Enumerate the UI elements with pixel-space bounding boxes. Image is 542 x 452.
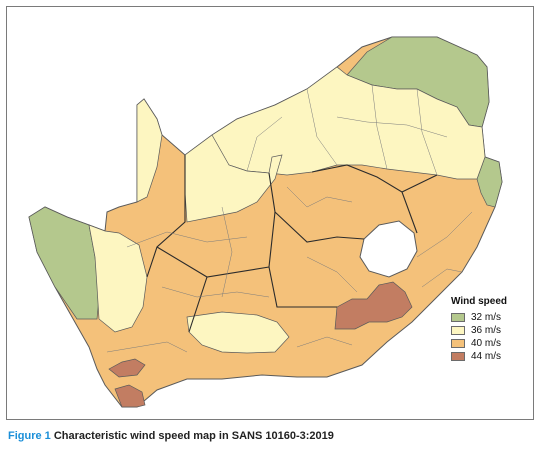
legend-label: 40 m/s [471, 337, 502, 349]
map-legend: Wind speed 32 m/s 36 m/s 40 m/s 44 m/s [451, 296, 533, 363]
legend-item: 40 m/s [451, 337, 533, 349]
legend-item: 44 m/s [451, 350, 533, 362]
legend-item: 36 m/s [451, 324, 533, 336]
region-44-eastern-cape [334, 281, 413, 330]
legend-swatch [451, 351, 465, 361]
region-32-east-coast [476, 156, 503, 208]
legend-items: 32 m/s 36 m/s 40 m/s 44 m/s [451, 311, 533, 362]
legend-swatch [451, 338, 465, 348]
wind-speed-map [28, 36, 503, 408]
figure-label: Figure 1 [8, 430, 51, 442]
region-44-western-cape-north [108, 358, 146, 378]
region-36-central-north [184, 134, 283, 223]
district-boundaries [106, 84, 473, 353]
caption-text: Characteristic wind speed map in SANS 10… [53, 430, 334, 442]
lesotho-enclave [359, 220, 418, 278]
legend-title: Wind speed [451, 296, 508, 307]
legend-item: 32 m/s [451, 311, 533, 323]
legend-label: 32 m/s [471, 311, 502, 323]
figure-frame: Wind speed 32 m/s 36 m/s 40 m/s 44 m/s [6, 6, 534, 420]
province-boundaries [146, 155, 438, 333]
legend-swatch [451, 325, 465, 335]
figure-caption: Figure 1 Characteristic wind speed map i… [8, 430, 334, 442]
region-36-namaqualand [88, 224, 148, 333]
region-36-kalahari [136, 98, 163, 203]
legend-swatch [451, 312, 465, 322]
region-36-north [211, 66, 486, 180]
region-36-south [186, 311, 290, 354]
region-44-western-cape-south [114, 384, 146, 408]
legend-label: 44 m/s [471, 350, 502, 362]
legend-label: 36 m/s [471, 324, 502, 336]
